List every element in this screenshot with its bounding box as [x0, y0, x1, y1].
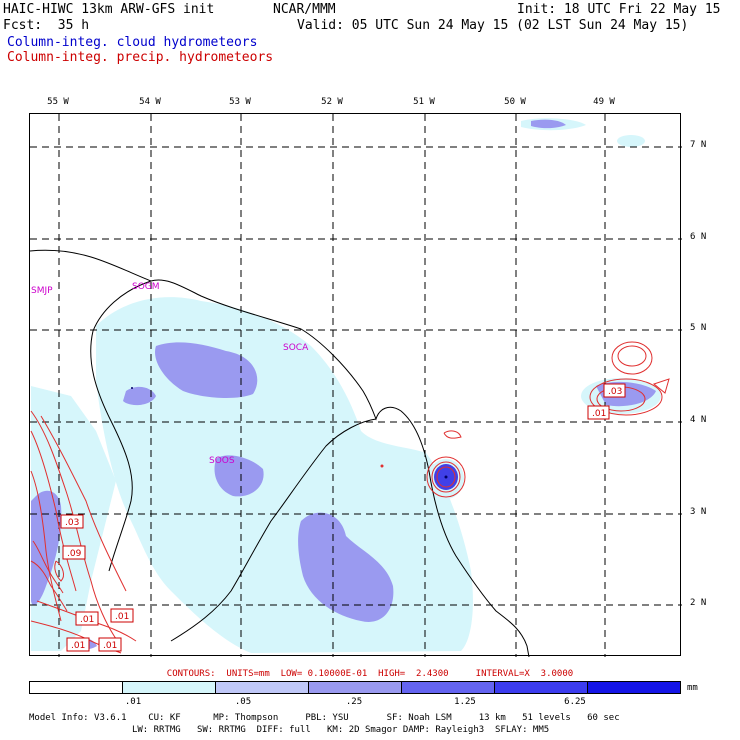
lon-label-52w: 52 W: [321, 97, 343, 107]
colorbar-tick: .01: [124, 697, 142, 707]
lat-label-2n: 2 N: [690, 598, 707, 608]
colorbar-swatch: [494, 682, 587, 693]
contours-info: CONTOURS: UNITS=mm LOW= 0.10000E-01 HIGH…: [166, 669, 574, 679]
lon-label-51w: 51 W: [413, 97, 435, 107]
station-label: SOGM: [132, 282, 160, 292]
init-time: Init: 18 UTC Fri 22 May 15: [517, 2, 721, 17]
lat-label-7n: 7 N: [690, 140, 707, 150]
station-label: SOCA: [283, 343, 309, 353]
colorbar-swatch: [401, 682, 494, 693]
model-title: HAIC-HIWC 13km ARW-GFS init: [3, 2, 215, 17]
contour-label: .09: [67, 549, 82, 559]
colorbar-tick: .05: [234, 697, 252, 707]
station-label: SMJP: [31, 286, 53, 296]
contour-label-box: .03: [60, 514, 84, 529]
map-panel: .03 .01 .03 .09 .01 .01 .01 .01: [29, 113, 682, 657]
lat-label-3n: 3 N: [690, 507, 707, 517]
contour-label: .01: [80, 615, 94, 625]
contour-label: .01: [115, 612, 129, 622]
precip-dot: [380, 464, 384, 468]
colorbar-swatch: [308, 682, 401, 693]
lat-lon-grid: [30, 114, 682, 657]
lon-label-55w: 55 W: [47, 97, 69, 107]
center-name: NCAR/MMM: [273, 2, 336, 17]
colorbar-tick: 6.25: [564, 697, 586, 707]
colorbar-swatch: [215, 682, 308, 693]
lon-label-49w: 49 W: [593, 97, 615, 107]
contour-label-box: .09: [62, 545, 86, 560]
lon-label-53w: 53 W: [229, 97, 251, 107]
map-canvas: .03 .01 .03 .09 .01 .01 .01 .01: [30, 114, 682, 657]
colorbar-tick: 1.25: [454, 697, 476, 707]
contour-label-box: .01: [98, 637, 122, 652]
footer-model-info: Model Info: V3.6.1 CU: KF MP: Thompson P…: [29, 713, 620, 723]
lat-label-4n: 4 N: [690, 415, 707, 425]
contour-label: .01: [103, 641, 117, 651]
cloud-dot: [131, 387, 133, 389]
forecast-hour: Fcst: 35 h: [3, 18, 90, 33]
contour-label: .03: [608, 387, 622, 397]
contour-label-box: .01: [66, 637, 90, 652]
cloud-dot: [444, 475, 448, 479]
contour-label-box: .03: [603, 383, 626, 398]
station-label: SOOS: [209, 456, 235, 466]
colorbar-swatch: [122, 682, 215, 693]
lon-label-54w: 54 W: [139, 97, 161, 107]
colorbar: [29, 681, 681, 694]
lon-label-50w: 50 W: [504, 97, 526, 107]
lat-label-5n: 5 N: [690, 323, 707, 333]
field-precip-label: Column-integ. precip. hydrometeors: [7, 50, 274, 65]
precip-contours: [30, 341, 670, 654]
contour-label-box: .01: [587, 405, 610, 420]
colorbar-tick: .25: [345, 697, 363, 707]
contour-label-box: .01: [110, 608, 134, 623]
footer-model-info-2: LW: RRTMG SW: RRTMG DIFF: full KM: 2D Sm…: [29, 725, 550, 735]
valid-time: Valid: 05 UTC Sun 24 May 15 (02 LST Sun …: [297, 18, 689, 33]
field-cloud-label: Column-integ. cloud hydrometeors: [7, 35, 258, 50]
coastline: [30, 249, 530, 657]
contour-label-box: .01: [75, 611, 99, 626]
contour-label: .01: [71, 641, 85, 651]
contour-label: .03: [65, 518, 79, 528]
colorbar-swatch: [30, 682, 122, 693]
colorbar-units: mm: [687, 683, 698, 693]
contour-label: .01: [592, 409, 606, 419]
colorbar-swatch: [587, 682, 680, 693]
lat-label-6n: 6 N: [690, 232, 707, 242]
